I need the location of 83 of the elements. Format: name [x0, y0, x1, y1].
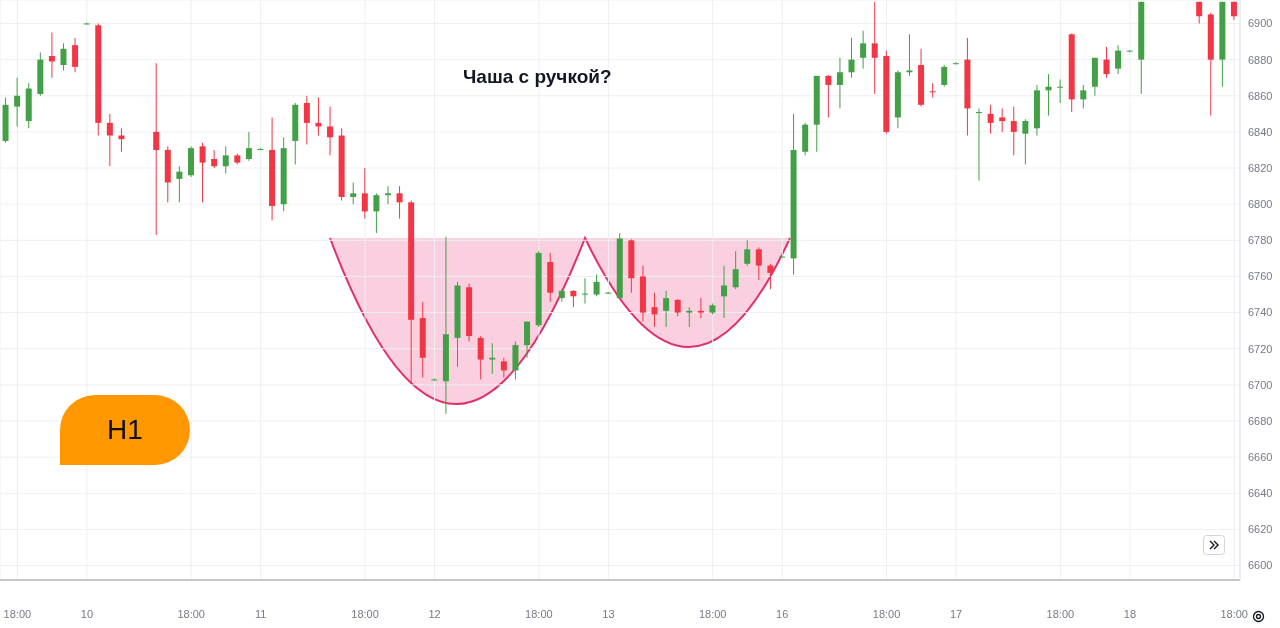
x-tick-label: 18:00: [351, 607, 379, 620]
x-tick-label: 17: [949, 607, 963, 620]
candlestick: [697, 297, 704, 319]
candlestick: [489, 342, 496, 375]
candlestick: [721, 265, 728, 319]
candlestick: [744, 239, 751, 267]
candlestick: [999, 107, 1006, 133]
candlestick: [929, 82, 936, 99]
candlestick: [779, 255, 785, 258]
candlestick: [593, 274, 600, 297]
candlestick: [581, 277, 588, 305]
x-tick-label: 18:00: [177, 607, 205, 620]
candlestick: [987, 104, 994, 135]
x-tick-label: 12: [428, 607, 441, 620]
text: Чаша с ручкой?: [463, 66, 612, 88]
candlestick: [222, 145, 229, 174]
candlestick: [755, 247, 762, 281]
candlestick: [686, 306, 693, 328]
candlestick: [14, 77, 21, 127]
y-tick-label: 6800: [1248, 198, 1273, 211]
candlestick: [871, 1, 878, 95]
candlestick: [1115, 44, 1122, 75]
y-tick-label: 6880: [1248, 53, 1273, 66]
candlestick: [384, 185, 391, 205]
candlestick: [211, 149, 218, 169]
x-tick-label: 18:00: [872, 607, 901, 620]
candlestick: [1010, 106, 1017, 156]
candlestick: [906, 33, 913, 77]
y-tick-label: 6660: [1248, 451, 1273, 464]
y-tick-label: 6720: [1248, 342, 1273, 355]
x-tick-label: 10: [80, 607, 94, 620]
x-tick-label: 18:00: [1046, 607, 1075, 620]
candlestick: [663, 290, 670, 328]
x-tick-label: 18:00: [698, 607, 727, 620]
candlestick: [651, 292, 658, 328]
candlestick: [245, 131, 252, 162]
y-tick-label: 6680: [1248, 414, 1273, 427]
candlestick: [153, 62, 160, 236]
y-tick-label: 6860: [1248, 89, 1273, 102]
candlestick: [373, 192, 380, 234]
x-tick-label: 18:00: [525, 607, 553, 620]
candlestick: [303, 95, 310, 146]
candlestick: [836, 57, 843, 109]
candlestick: [199, 142, 206, 203]
candlestick: [825, 74, 832, 118]
candlestick: [106, 113, 113, 167]
x-tick-label: 16: [776, 607, 789, 620]
candlestick: [477, 335, 484, 380]
y-tick-label: 6600: [1248, 559, 1273, 572]
candlestick: [500, 357, 507, 379]
candlestick: [848, 37, 855, 79]
candlestick: [941, 64, 948, 88]
candlestick: [1080, 84, 1087, 109]
candlestick: [524, 321, 531, 359]
candlestick: [860, 30, 867, 70]
y-tick-label: 6780: [1248, 234, 1273, 247]
candlestick: [327, 106, 334, 156]
x-tick-label: 18: [1123, 607, 1137, 620]
candlestick: [976, 107, 983, 182]
y-tick-label: 6620: [1248, 523, 1273, 536]
y-tick-label: 6740: [1248, 306, 1273, 319]
x-tick-label: 11: [255, 607, 267, 620]
candlestick: [72, 37, 79, 73]
candlestick: [361, 167, 368, 220]
y-tick-label: 6820: [1248, 161, 1273, 174]
candlestick: [60, 42, 67, 71]
x-tick-label: 18:00: [3, 607, 32, 620]
candlestick: [396, 185, 403, 220]
y-tick-label: 6640: [1248, 487, 1273, 500]
candlestick: [1057, 79, 1064, 104]
candlestick: [176, 165, 183, 203]
candlestick: [350, 181, 357, 205]
candlestick: [48, 32, 55, 79]
y-tick-label: 6900: [1248, 17, 1273, 30]
candlestick: [1103, 46, 1110, 79]
y-tick-label: 6840: [1248, 125, 1273, 138]
candlestick: [732, 250, 739, 290]
candlestick: [1022, 118, 1029, 165]
x-tick-label: 18:00: [1220, 607, 1248, 620]
y-tick-label: 6760: [1248, 270, 1273, 283]
y-tick-label: 6700: [1248, 378, 1273, 391]
candlestick: [767, 263, 774, 290]
x-tick-label: 13: [602, 607, 615, 620]
